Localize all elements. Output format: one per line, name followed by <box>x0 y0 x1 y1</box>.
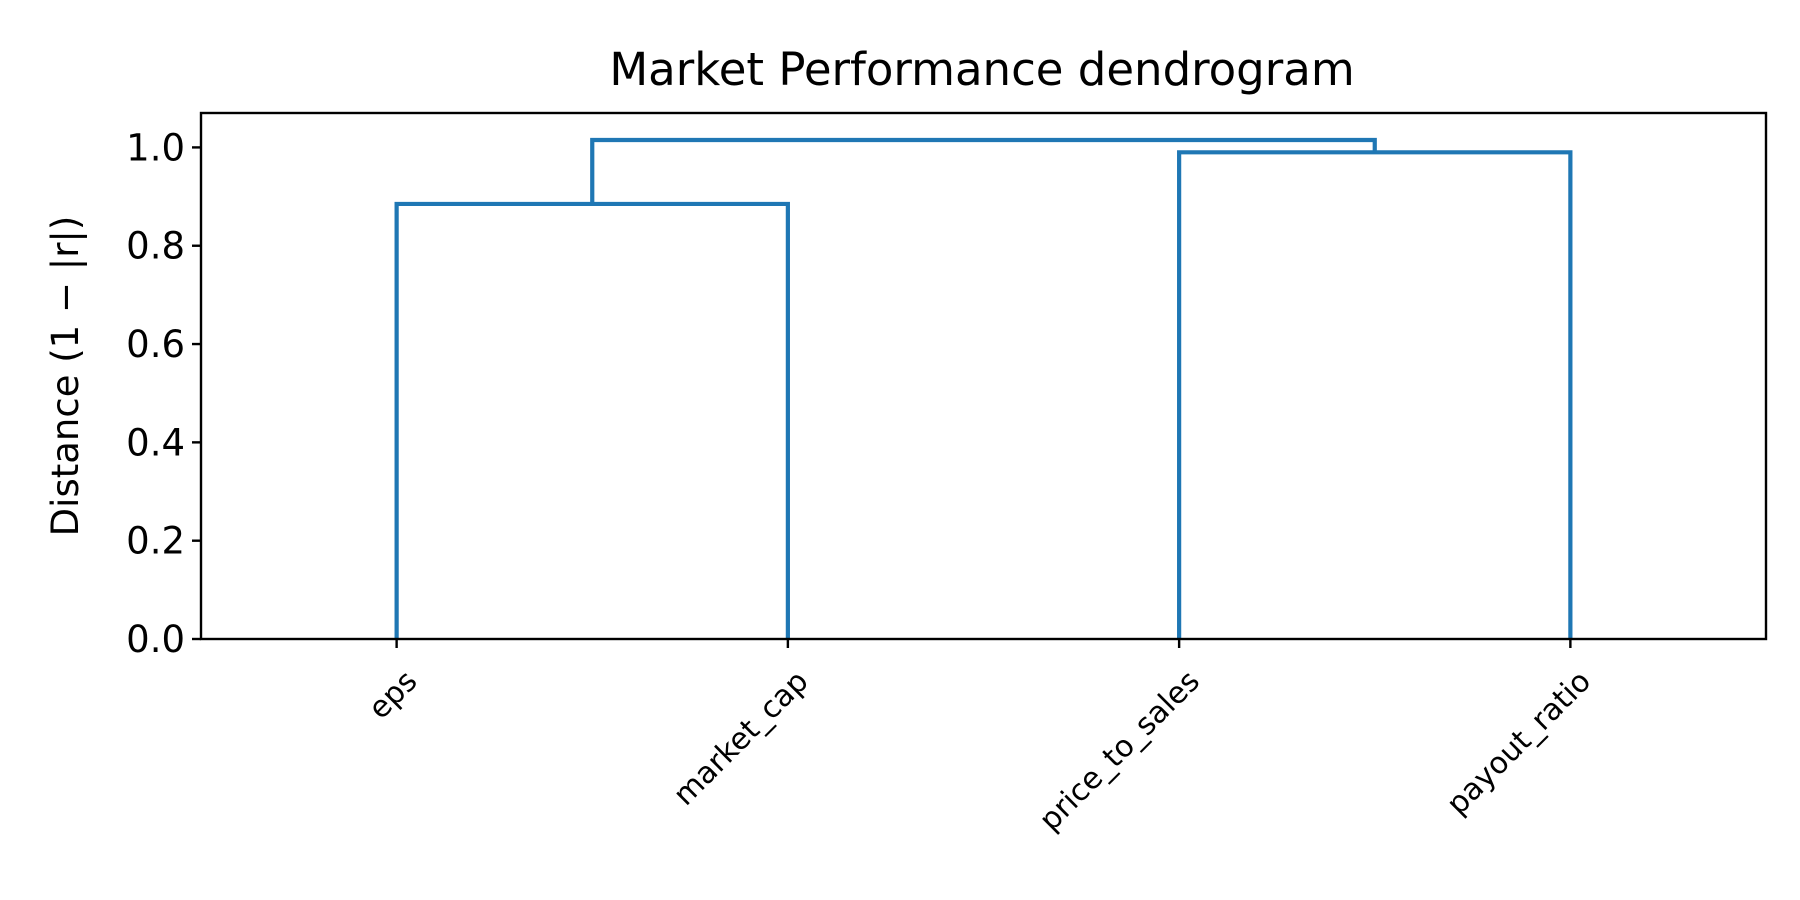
leaf-label: payout_ratio <box>1440 664 1598 822</box>
y-axis: 0.0 0.2 0.4 0.6 0.8 1.0 <box>126 126 201 661</box>
dendrogram-link-2 <box>1177 150 1573 639</box>
y-tick-label: 0.4 <box>126 421 185 464</box>
leaf-label: eps <box>362 664 424 726</box>
chart-title: Market Performance dendrogram <box>609 43 1354 96</box>
y-axis-label: Distance (1 − |r|) <box>44 216 87 537</box>
dendrogram-link-3 <box>590 137 1377 204</box>
leaf-label: market_cap <box>667 664 816 813</box>
x-axis: eps market_cap price_to_sales payout_ratio <box>362 639 1598 838</box>
y-tick-label: 0.2 <box>126 520 185 563</box>
y-tick-label: 0.6 <box>126 323 185 366</box>
dendrogram-link-1 <box>394 201 790 639</box>
plot-frame <box>199 111 1768 641</box>
y-tick-label: 1.0 <box>126 126 185 169</box>
y-tick-label: 0.8 <box>126 225 185 268</box>
leaf-label: price_to_sales <box>1033 664 1207 838</box>
dendrogram-links <box>394 137 1573 639</box>
y-tick-label: 0.0 <box>126 618 185 661</box>
